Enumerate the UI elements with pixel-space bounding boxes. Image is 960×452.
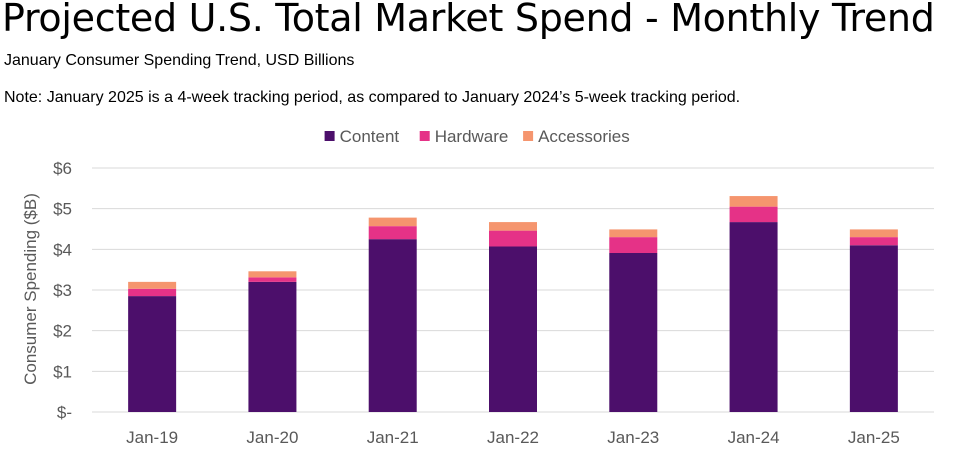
x-tick-label: Jan-20	[246, 428, 298, 447]
y-axis-title: Consumer Spending ($B)	[21, 193, 40, 385]
bar-segment-accessories	[729, 196, 778, 207]
chart-title: Projected U.S. Total Market Spend - Mont…	[2, 0, 935, 40]
x-axis-ticks: Jan-19 Jan-20 Jan-21 Jan-22 Jan-23 Jan-24 Jan-…	[126, 428, 900, 447]
bars	[128, 196, 898, 412]
y-tick-label: $5	[53, 200, 72, 219]
y-tick-label: $2	[53, 322, 72, 341]
bar-segment-content	[128, 296, 177, 412]
legend-swatch-hardware	[419, 131, 430, 141]
y-tick-label: $6	[53, 159, 72, 178]
bar-segment-hardware	[489, 230, 537, 247]
bar-segment-content	[729, 222, 778, 412]
x-tick-label: Jan-25	[848, 428, 900, 447]
bar-segment-accessories	[128, 281, 177, 289]
y-tick-label: $3	[53, 281, 72, 300]
bar-segment-accessories	[368, 217, 417, 227]
bar-segment-accessories	[489, 222, 537, 231]
bar-segment-hardware	[609, 237, 658, 253]
bar-segment-accessories	[609, 229, 658, 238]
y-axis-ticks: $- $1 $2 $3 $4 $5 $6	[53, 159, 72, 422]
legend-label-accessories: Accessories	[538, 127, 630, 146]
bar-segment-hardware	[128, 288, 177, 297]
legend-label-content: Content	[340, 127, 400, 146]
x-tick-label: Jan-24	[728, 428, 780, 447]
bar-segment-accessories	[849, 229, 898, 238]
x-tick-label: Jan-23	[607, 428, 659, 447]
x-tick-label: Jan-21	[367, 428, 419, 447]
bar-segment-hardware	[729, 206, 778, 223]
x-tick-label: Jan-22	[487, 428, 539, 447]
legend-swatch-content	[324, 131, 335, 141]
legend: Content Hardware Accessories	[324, 127, 630, 146]
bar-segment-accessories	[248, 271, 297, 278]
legend-swatch-accessories	[523, 131, 534, 141]
bar-segment-hardware	[248, 277, 297, 282]
legend-label-hardware: Hardware	[435, 127, 509, 146]
chart-note: Note: January 2025 is a 4-week tracking …	[4, 89, 741, 106]
bar-segment-content	[609, 252, 658, 412]
y-tick-label: $1	[53, 362, 72, 381]
y-tick-label: $4	[53, 240, 72, 259]
y-tick-label: $-	[57, 403, 72, 422]
bar-segment-content	[368, 239, 417, 412]
bar-segment-content	[849, 245, 898, 412]
bar-segment-hardware	[368, 226, 417, 240]
x-tick-label: Jan-19	[126, 428, 178, 447]
chart-subtitle: January Consumer Spending Trend, USD Bil…	[4, 52, 355, 69]
bar-segment-content	[489, 246, 537, 412]
bar-segment-hardware	[849, 237, 898, 246]
bar-segment-content	[248, 281, 297, 412]
